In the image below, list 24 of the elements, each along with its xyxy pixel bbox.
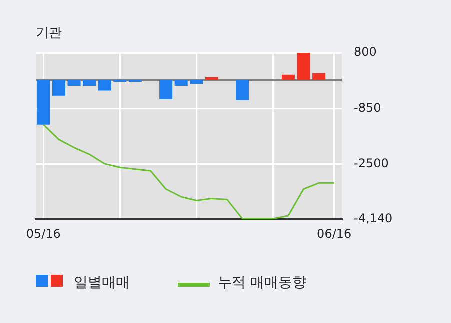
y-tick-label: 800 <box>354 45 377 60</box>
bar <box>37 80 50 125</box>
bar <box>83 80 96 86</box>
legend-label: 일별매매 <box>74 274 130 292</box>
y-tick-label: -850 <box>354 100 382 115</box>
bar <box>174 80 188 86</box>
bar <box>236 80 250 100</box>
bar <box>160 80 173 100</box>
bar <box>52 80 66 96</box>
bar <box>190 80 204 84</box>
legend-label: 누적 매매동향 <box>218 274 306 292</box>
bar <box>297 53 310 80</box>
x-tick-label: 06/16 <box>317 226 352 241</box>
chart-title: 기관 <box>36 25 62 42</box>
bar <box>205 77 218 80</box>
bar <box>128 80 142 82</box>
y-tick-label: -4,140 <box>354 212 393 226</box>
bar <box>312 73 326 80</box>
bar <box>282 74 295 80</box>
bar <box>68 80 81 86</box>
x-tick-label: 05/16 <box>26 226 61 241</box>
bar <box>114 80 127 82</box>
bar <box>98 80 112 91</box>
y-tick-label: -2500 <box>354 156 389 170</box>
